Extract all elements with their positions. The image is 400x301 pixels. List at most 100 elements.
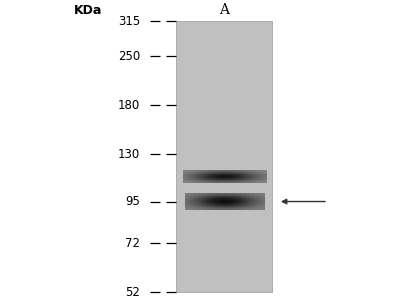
Bar	[253, 206, 254, 207]
Bar	[207, 194, 209, 195]
Bar	[253, 172, 254, 173]
Bar	[251, 193, 253, 194]
Bar	[191, 207, 193, 208]
Bar	[184, 180, 186, 181]
Bar	[223, 207, 225, 208]
Bar	[253, 203, 254, 204]
Bar	[221, 196, 222, 197]
Bar	[209, 181, 211, 182]
Text: 130: 130	[118, 148, 140, 161]
Bar	[223, 172, 225, 173]
Bar	[250, 175, 251, 176]
Bar	[192, 179, 194, 180]
Bar	[187, 205, 189, 206]
Bar	[247, 205, 249, 206]
Bar	[217, 196, 218, 197]
Bar	[187, 171, 188, 172]
Bar	[262, 207, 263, 208]
Bar	[215, 179, 216, 180]
Bar	[232, 181, 233, 182]
Bar	[199, 195, 201, 196]
Bar	[213, 203, 214, 204]
Bar	[197, 207, 198, 208]
Bar	[221, 208, 222, 209]
Bar	[258, 200, 259, 201]
Bar	[189, 196, 190, 197]
Bar	[234, 206, 235, 207]
Bar	[237, 173, 239, 174]
Bar	[229, 194, 230, 195]
Bar	[253, 174, 254, 175]
Bar	[199, 198, 201, 199]
Bar	[248, 181, 250, 182]
Bar	[239, 195, 241, 196]
Bar	[217, 197, 218, 198]
Bar	[239, 170, 240, 171]
Bar	[217, 202, 218, 203]
Bar	[222, 194, 223, 195]
Bar	[195, 203, 197, 204]
Bar	[194, 174, 195, 175]
Bar	[211, 199, 213, 200]
Bar	[261, 204, 262, 205]
Bar	[208, 177, 209, 178]
Bar	[210, 207, 211, 208]
Bar	[216, 181, 218, 182]
Bar	[248, 180, 250, 181]
Bar	[194, 205, 195, 206]
Bar	[189, 206, 190, 207]
Bar	[210, 196, 211, 197]
Bar	[229, 181, 230, 182]
Bar	[201, 207, 202, 208]
Bar	[183, 174, 184, 175]
Bar	[228, 182, 229, 183]
Bar	[211, 171, 212, 172]
Bar	[243, 193, 245, 194]
Bar	[261, 199, 262, 200]
Bar	[206, 206, 207, 207]
Bar	[234, 179, 236, 180]
Bar	[209, 207, 210, 208]
Bar	[202, 203, 203, 204]
Bar	[257, 205, 258, 206]
Bar	[250, 207, 251, 208]
Bar	[257, 180, 258, 181]
Bar	[242, 176, 243, 177]
Bar	[205, 206, 206, 207]
Text: 250: 250	[118, 50, 140, 63]
Bar	[264, 175, 265, 176]
Bar	[190, 171, 191, 172]
Bar	[258, 204, 259, 205]
Bar	[226, 171, 228, 172]
Bar	[250, 205, 251, 206]
Bar	[236, 172, 237, 173]
Bar	[253, 177, 254, 178]
Bar	[246, 193, 247, 194]
Bar	[240, 176, 242, 177]
Bar	[226, 203, 227, 204]
Bar	[197, 205, 198, 206]
Bar	[255, 196, 257, 197]
Bar	[194, 197, 195, 198]
Bar	[186, 182, 187, 183]
Bar	[247, 208, 249, 209]
Bar	[243, 182, 244, 183]
Bar	[214, 207, 215, 208]
Bar	[254, 181, 256, 182]
Bar	[208, 179, 209, 180]
Bar	[240, 178, 242, 179]
Bar	[197, 200, 198, 201]
Bar	[197, 182, 198, 183]
Bar	[254, 178, 256, 179]
Bar	[186, 194, 187, 195]
Bar	[206, 170, 208, 171]
Bar	[243, 170, 244, 171]
Bar	[198, 201, 199, 202]
Bar	[218, 179, 219, 180]
Bar	[248, 176, 250, 177]
Bar	[204, 177, 205, 178]
Bar	[246, 181, 247, 182]
Bar	[231, 205, 233, 206]
Bar	[189, 197, 190, 198]
Bar	[250, 179, 251, 180]
